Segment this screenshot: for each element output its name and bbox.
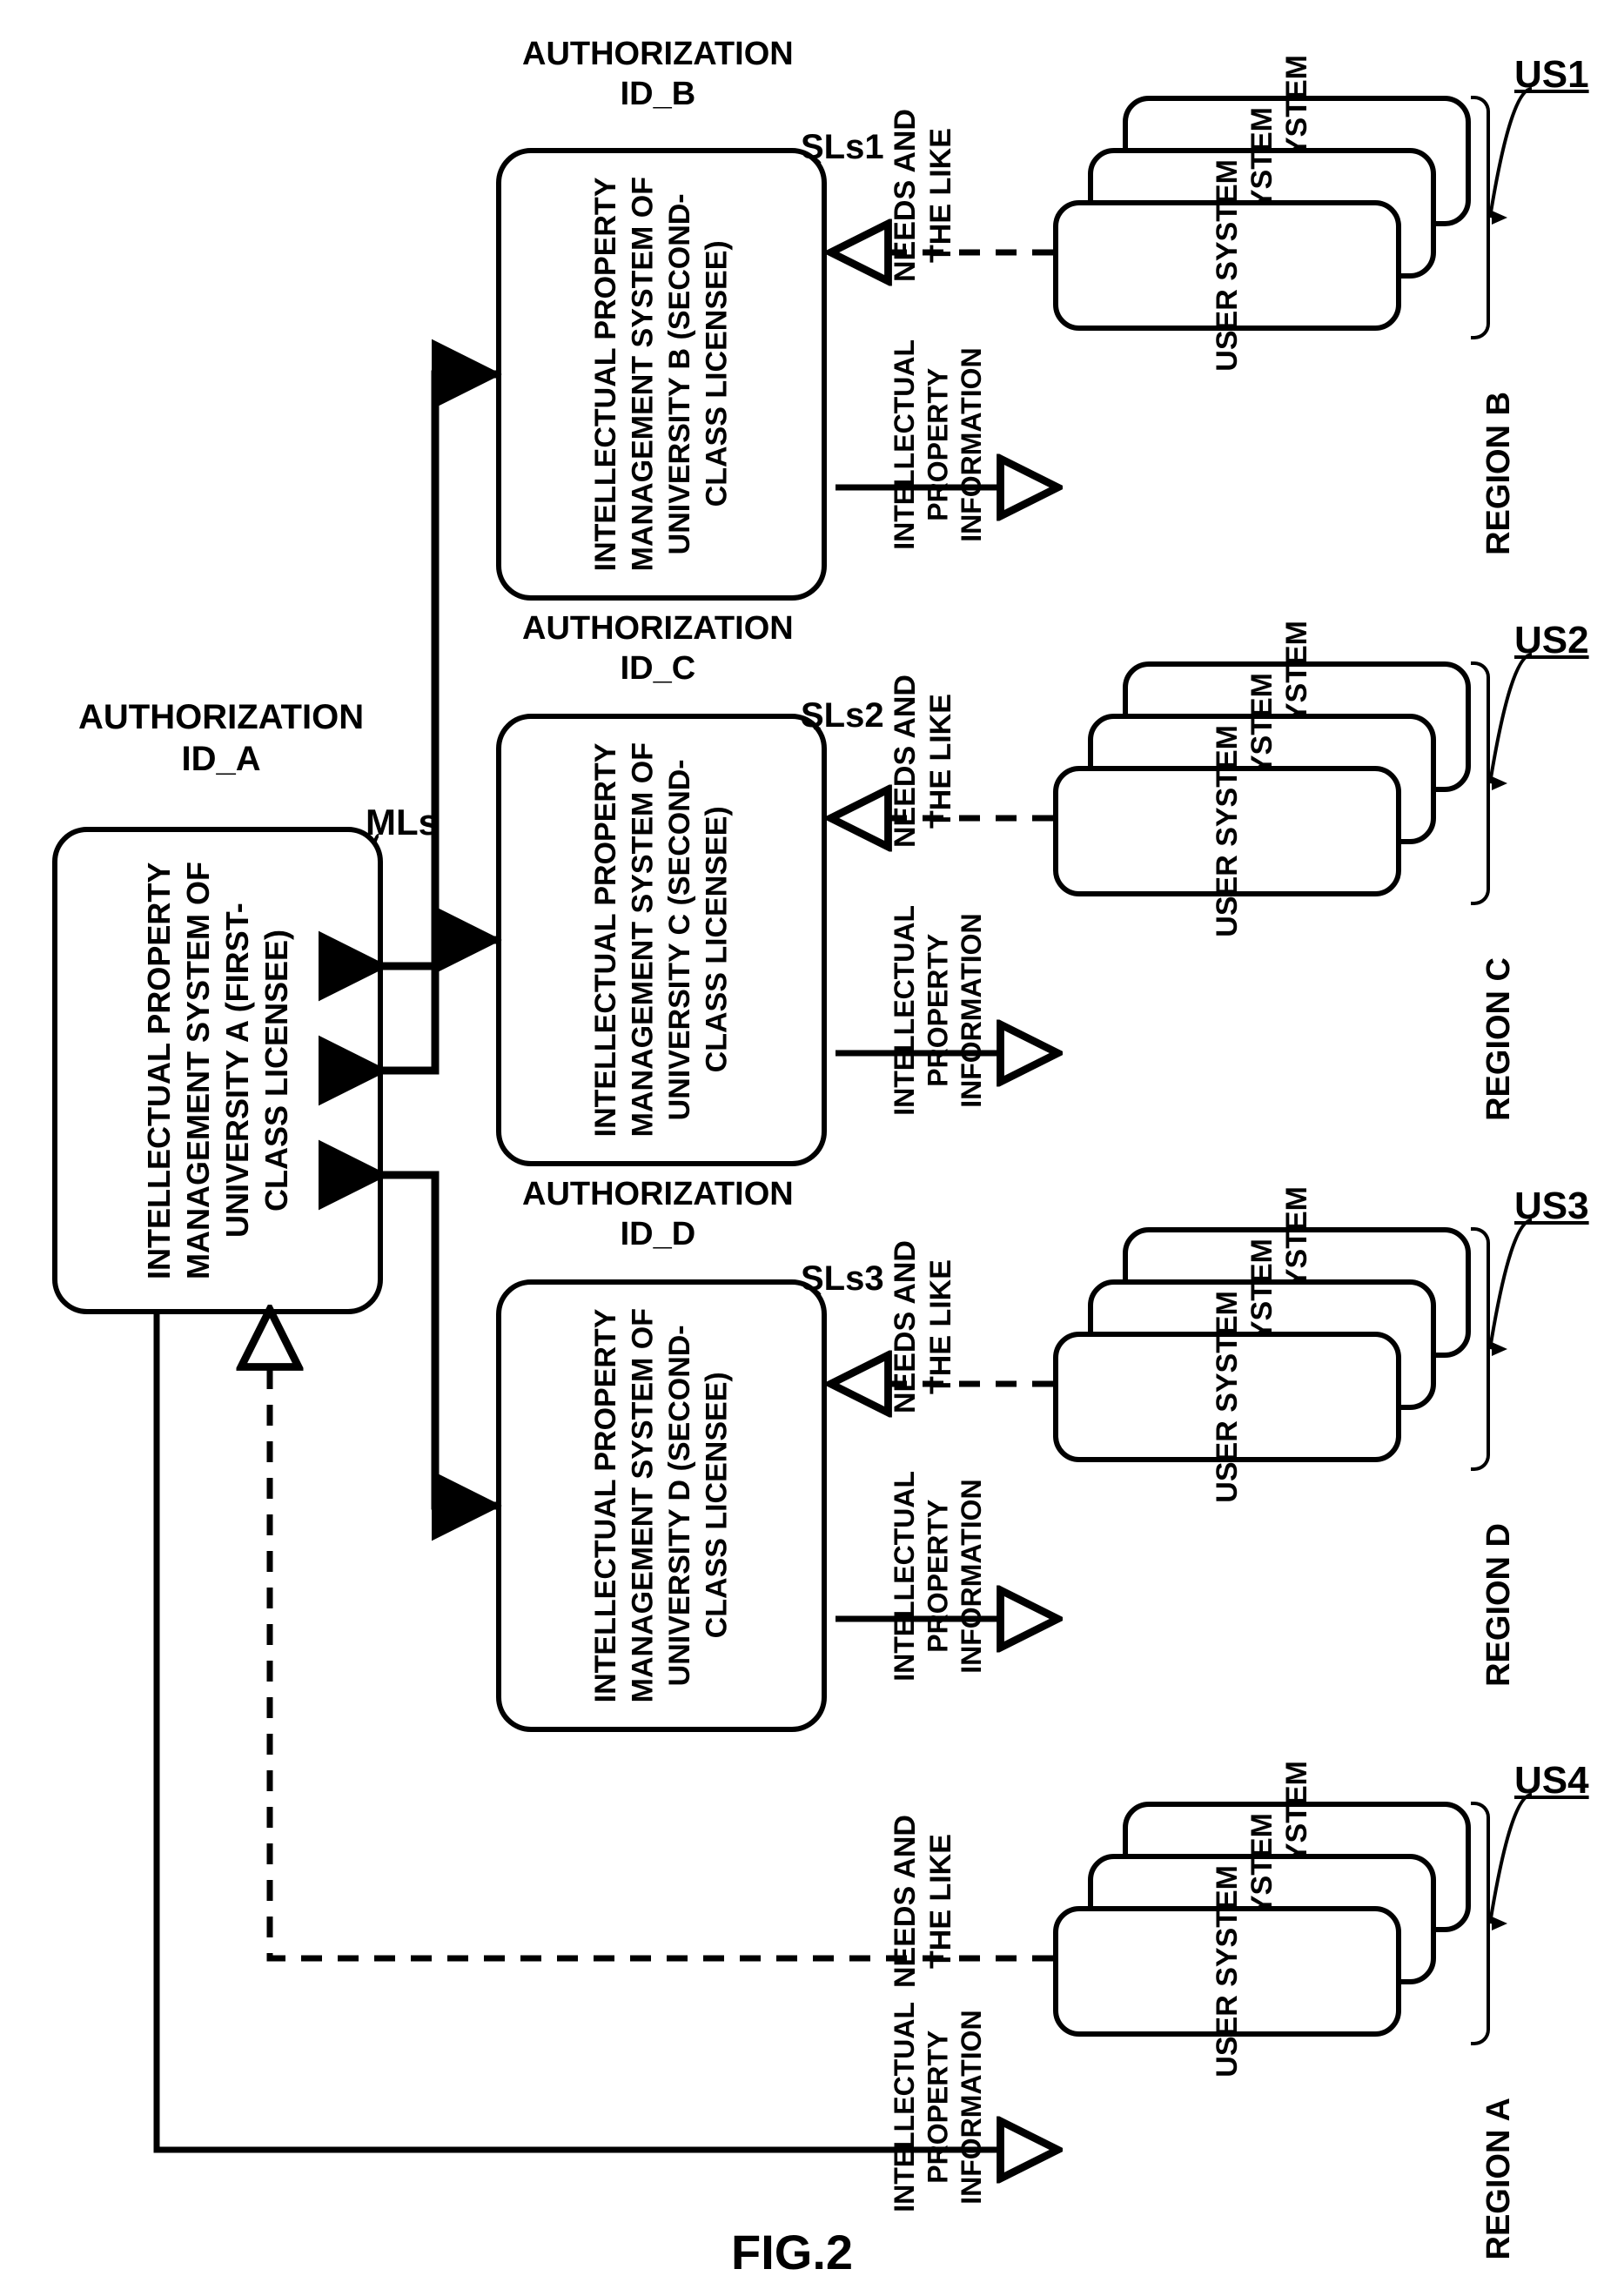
user-system-label: USER SYSTEM (1211, 725, 1245, 937)
sls1-ref-label: SLs1 (801, 126, 884, 168)
needs-label-2: NEEDS AND THE LIKE (888, 675, 959, 848)
user-system-label: USER SYSTEM (1211, 159, 1245, 372)
region-d-label: REGION D (1480, 1523, 1520, 1687)
us2-ref-label: US2 (1514, 618, 1589, 664)
sls2-auth-label: AUTHORIZATION ID_C (522, 609, 794, 688)
mls-ref-label: MLs (366, 801, 439, 844)
region-a-label: REGION A (1480, 2098, 1520, 2260)
user-system-box: USER SYSTEM (1053, 1906, 1401, 2037)
sls3-text: INTELLECTUAL PROPERTY MANAGEMENT SYSTEM … (587, 1308, 735, 1702)
region-b-label: REGION B (1480, 392, 1520, 555)
ip-label-3: INTELLECTUAL PROPERTY INFORMATION (888, 1471, 988, 1682)
needs-label-1: NEEDS AND THE LIKE (888, 109, 959, 282)
user-stack-us2: USER SYSTEMUSER SYSTEMUSER SYSTEM (1053, 661, 1471, 896)
sls2-box: INTELLECTUAL PROPERTY MANAGEMENT SYSTEM … (496, 714, 827, 1166)
ip-label-4: INTELLECTUAL PROPERTY INFORMATION (888, 2002, 988, 2212)
figure-caption: FIG.2 (731, 2224, 853, 2280)
mls-auth-label: AUTHORIZATION ID_A (78, 696, 364, 780)
region-c-label: REGION C (1480, 957, 1520, 1121)
mls-text: INTELLECTUAL PROPERTY MANAGEMENT SYSTEM … (139, 862, 296, 1279)
sls1-text: INTELLECTUAL PROPERTY MANAGEMENT SYSTEM … (587, 177, 735, 571)
sls3-ref-label: SLs3 (801, 1258, 884, 1299)
brace-us4 (1471, 1802, 1490, 2045)
diagram-root: INTELLECTUAL PROPERTY MANAGEMENT SYSTEM … (0, 0, 1604, 2296)
sls1-box: INTELLECTUAL PROPERTY MANAGEMENT SYSTEM … (496, 148, 827, 601)
ip-label-1: INTELLECTUAL PROPERTY INFORMATION (888, 339, 988, 550)
needs-label-3: NEEDS AND THE LIKE (888, 1240, 959, 1413)
sls2-ref-label: SLs2 (801, 695, 884, 736)
user-system-label: USER SYSTEM (1211, 1865, 1245, 2078)
user-system-label: USER SYSTEM (1211, 1291, 1245, 1503)
us1-ref-label: US1 (1514, 52, 1589, 98)
user-system-box: USER SYSTEM (1053, 200, 1401, 331)
sls3-auth-label: AUTHORIZATION ID_D (522, 1175, 794, 1254)
user-stack-us3: USER SYSTEMUSER SYSTEMUSER SYSTEM (1053, 1227, 1471, 1462)
mls-box: INTELLECTUAL PROPERTY MANAGEMENT SYSTEM … (52, 827, 383, 1314)
user-system-box: USER SYSTEM (1053, 1332, 1401, 1462)
user-system-box: USER SYSTEM (1053, 766, 1401, 896)
us3-ref-label: US3 (1514, 1184, 1589, 1230)
ip-label-2: INTELLECTUAL PROPERTY INFORMATION (888, 905, 988, 1116)
brace-us1 (1471, 96, 1490, 339)
sls2-text: INTELLECTUAL PROPERTY MANAGEMENT SYSTEM … (587, 742, 735, 1137)
user-stack-us1: USER SYSTEMUSER SYSTEMUSER SYSTEM (1053, 96, 1471, 331)
sls1-auth-label: AUTHORIZATION ID_B (522, 35, 794, 114)
needs-label-4: NEEDS AND THE LIKE (888, 1815, 959, 1988)
sls3-box: INTELLECTUAL PROPERTY MANAGEMENT SYSTEM … (496, 1279, 827, 1732)
brace-us2 (1471, 661, 1490, 905)
us4-ref-label: US4 (1514, 1758, 1589, 1804)
user-stack-us4: USER SYSTEMUSER SYSTEMUSER SYSTEM (1053, 1802, 1471, 2037)
brace-us3 (1471, 1227, 1490, 1471)
